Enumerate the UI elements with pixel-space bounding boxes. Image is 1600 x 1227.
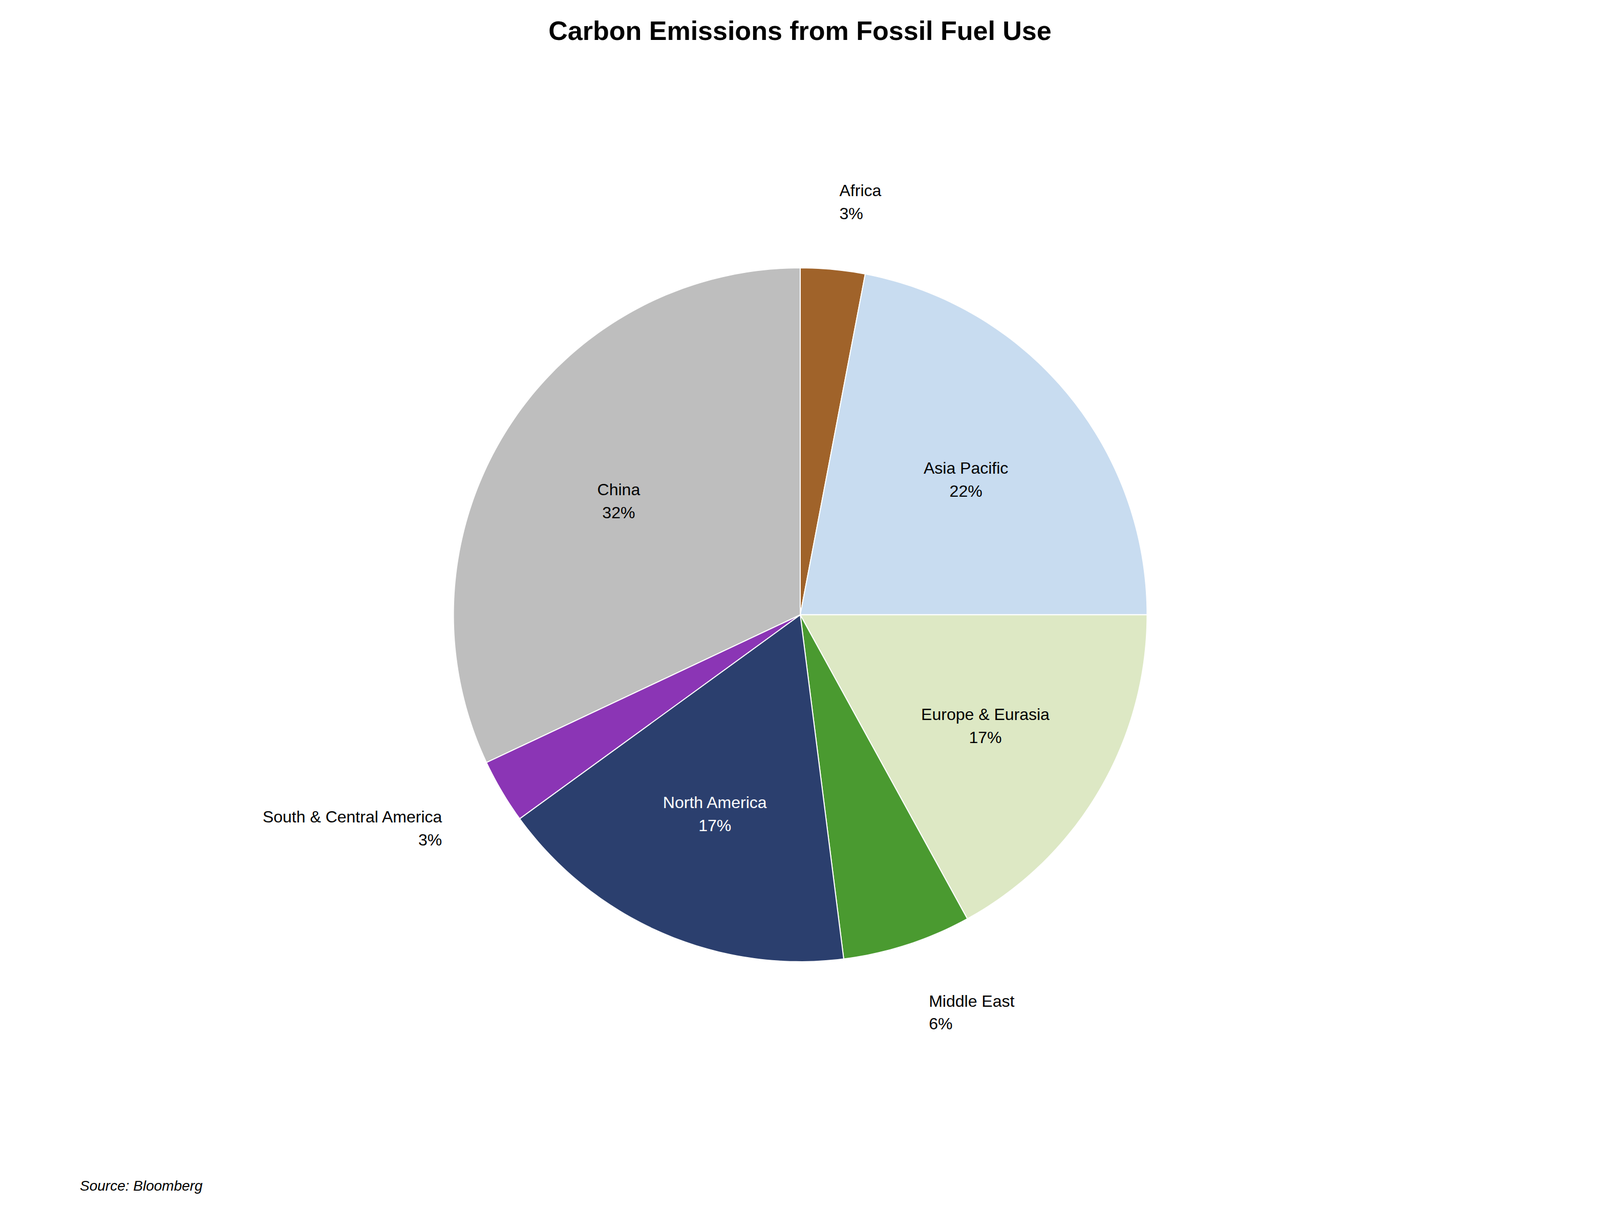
svg-text:China32%: China32% xyxy=(597,480,641,522)
html-text:Source: Bloomberg: Source: Bloomberg xyxy=(79,1177,203,1194)
svg-text:South & Central America3%: South & Central America3% xyxy=(262,807,443,849)
svg-text:Asia Pacific22%: Asia Pacific22% xyxy=(923,458,1009,501)
svg-text:Europe & Eurasia17%: Europe & Eurasia17% xyxy=(921,705,1050,747)
svg-text:North America17%: North America17% xyxy=(663,793,767,835)
svg-text:Africa3%: Africa3% xyxy=(839,181,882,223)
svg-text:Middle East6%: Middle East6% xyxy=(928,991,1015,1034)
html-text:Carbon Emissions from Fossil F: Carbon Emissions from Fossil Fuel Use xyxy=(548,15,1052,46)
